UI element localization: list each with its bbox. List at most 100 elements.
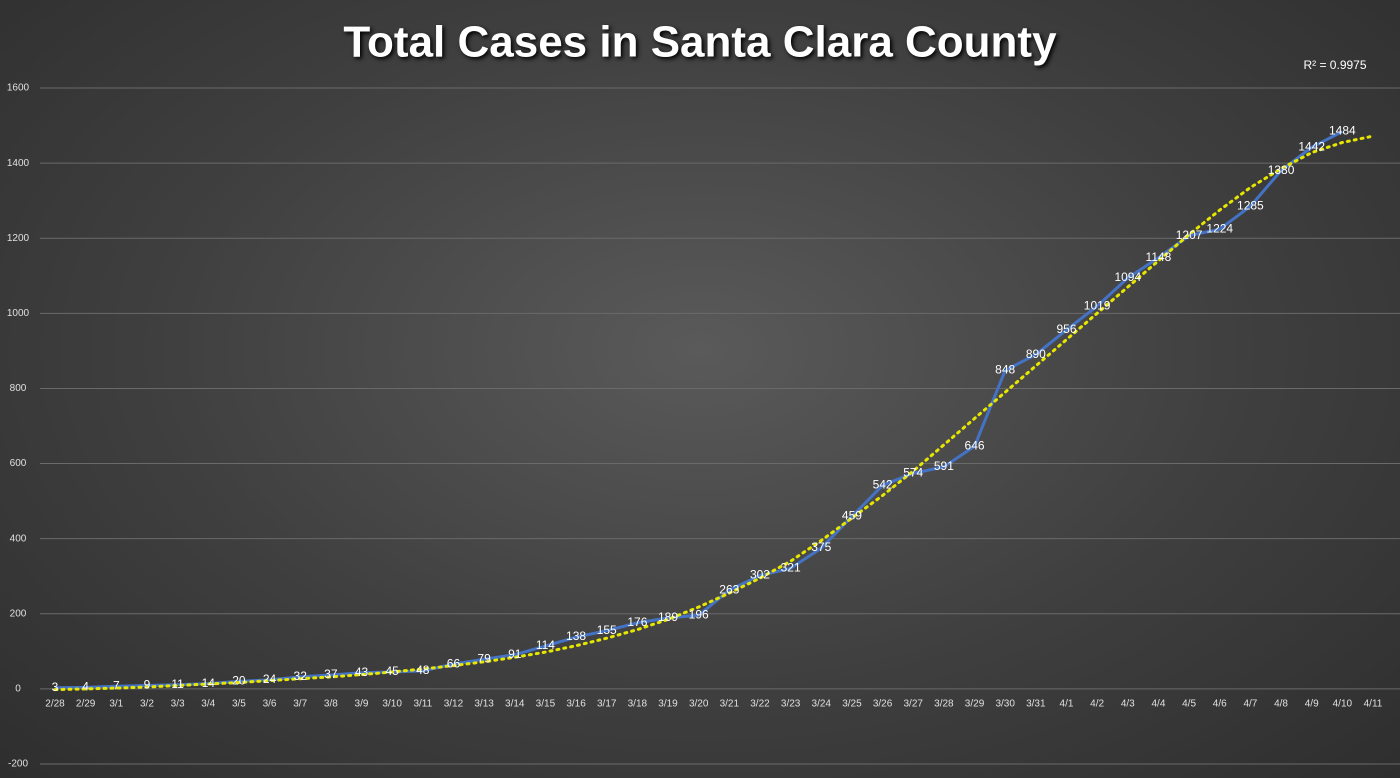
data-label: 20	[232, 674, 246, 688]
data-label: 646	[965, 438, 985, 452]
x-tick-label: 4/6	[1213, 699, 1227, 710]
data-label: 890	[1026, 347, 1046, 361]
x-tick-label: 3/14	[505, 699, 525, 710]
data-label: 1224	[1206, 221, 1233, 235]
data-label: 155	[597, 623, 617, 637]
data-label: 138	[566, 629, 586, 643]
data-label: 1285	[1237, 198, 1264, 212]
data-label: 542	[873, 478, 893, 492]
data-label: 91	[508, 647, 522, 661]
x-tick-label: 3/23	[781, 699, 801, 710]
data-label: 14	[202, 676, 216, 690]
x-tick-label: 3/27	[903, 699, 923, 710]
data-label: 1094	[1114, 270, 1141, 284]
r-squared: R² = 0.9975	[1303, 58, 1366, 72]
x-tick-label: 3/7	[293, 699, 307, 710]
data-label: 43	[355, 665, 369, 679]
data-label: 176	[627, 615, 647, 629]
data-label: 1019	[1084, 298, 1111, 312]
x-tick-label: 3/18	[628, 699, 648, 710]
data-label: 1484	[1329, 124, 1356, 138]
x-tick-label: 3/17	[597, 699, 617, 710]
data-label: 32	[294, 669, 308, 683]
x-tick-label: 3/13	[474, 699, 494, 710]
x-tick-label: 4/11	[1364, 699, 1383, 710]
data-label: 263	[719, 582, 739, 596]
x-tick-label: 3/16	[566, 699, 586, 710]
x-tick-label: 4/7	[1243, 699, 1257, 710]
x-tick-label: 3/2	[140, 699, 154, 710]
x-tick-label: 2/29	[76, 699, 96, 710]
data-label: 1442	[1298, 140, 1325, 154]
x-tick-label: 3/24	[812, 699, 832, 710]
data-label: 1148	[1146, 250, 1172, 264]
x-tick-label: 3/1	[109, 699, 123, 710]
x-tick-label: 4/4	[1151, 699, 1165, 710]
x-tick-label: 3/20	[689, 699, 709, 710]
data-label: 66	[447, 656, 461, 670]
data-label: 79	[477, 651, 491, 665]
data-label: 302	[750, 568, 770, 582]
y-tick-label: 200	[10, 608, 27, 619]
x-tick-label: 3/22	[750, 699, 770, 710]
x-tick-label: 3/29	[965, 699, 985, 710]
x-tick-label: 3/26	[873, 699, 893, 710]
x-tick-label: 3/30	[995, 699, 1015, 710]
trendline	[53, 134, 1375, 692]
x-tick-label: 3/3	[171, 699, 185, 710]
data-label: 321	[781, 561, 801, 575]
x-tick-label: 4/1	[1060, 699, 1074, 710]
data-label: 956	[1056, 322, 1076, 336]
data-label: 591	[934, 459, 954, 473]
x-tick-label: 2/28	[45, 699, 65, 710]
x-tick-label: 3/5	[232, 699, 246, 710]
x-tick-label: 3/15	[536, 699, 556, 710]
y-tick-label: 800	[10, 383, 27, 394]
data-line	[54, 130, 1343, 690]
data-label: 7	[113, 678, 120, 692]
y-tick-label: 1200	[7, 233, 30, 244]
x-tick-label: 3/19	[658, 699, 678, 710]
y-tick-label: 0	[15, 684, 21, 695]
x-tick-label: 3/21	[720, 699, 740, 710]
x-tick-label: 4/9	[1305, 699, 1319, 710]
x-tick-label: 3/12	[444, 699, 464, 710]
x-tick-label: 3/9	[355, 699, 369, 710]
y-tick-label: 1000	[7, 308, 30, 319]
x-tick-label: 4/5	[1182, 699, 1196, 710]
x-tick-label: 3/8	[324, 699, 338, 710]
data-label: 1207	[1176, 228, 1203, 242]
data-label: 37	[324, 667, 338, 681]
data-label: 24	[263, 672, 277, 686]
x-tick-label: 3/6	[263, 699, 277, 710]
x-tick-label: 3/28	[934, 699, 954, 710]
x-tick-label: 3/11	[413, 699, 432, 710]
x-tick-label: 3/10	[382, 699, 402, 710]
y-tick-label: -200	[8, 759, 28, 770]
data-label: 4	[82, 680, 89, 694]
y-tick-label: 400	[10, 533, 27, 544]
x-tick-label: 3/4	[201, 699, 215, 710]
x-tick-label: 3/25	[842, 699, 862, 710]
data-label: 189	[658, 610, 678, 624]
data-label: 459	[842, 509, 862, 523]
data-label: 114	[536, 638, 555, 652]
y-tick-label: 1600	[7, 83, 30, 94]
data-label: 375	[811, 540, 831, 554]
data-label: 574	[903, 465, 923, 479]
x-tick-label: 4/2	[1090, 699, 1104, 710]
data-label: 1380	[1268, 163, 1295, 177]
data-label: 45	[385, 664, 399, 678]
x-tick-label: 3/31	[1026, 699, 1046, 710]
y-tick-label: 1400	[7, 158, 30, 169]
chart-title: Total Cases in Santa Clara County	[343, 18, 1057, 67]
x-tick-label: 4/10	[1333, 699, 1353, 710]
data-label: 848	[995, 363, 1015, 377]
data-label: 48	[416, 663, 430, 677]
data-label: 9	[144, 678, 151, 692]
data-label: 3	[52, 680, 59, 694]
x-tick-label: 4/8	[1274, 699, 1288, 710]
x-tick-label: 4/3	[1121, 699, 1135, 710]
y-tick-label: 600	[10, 458, 27, 469]
